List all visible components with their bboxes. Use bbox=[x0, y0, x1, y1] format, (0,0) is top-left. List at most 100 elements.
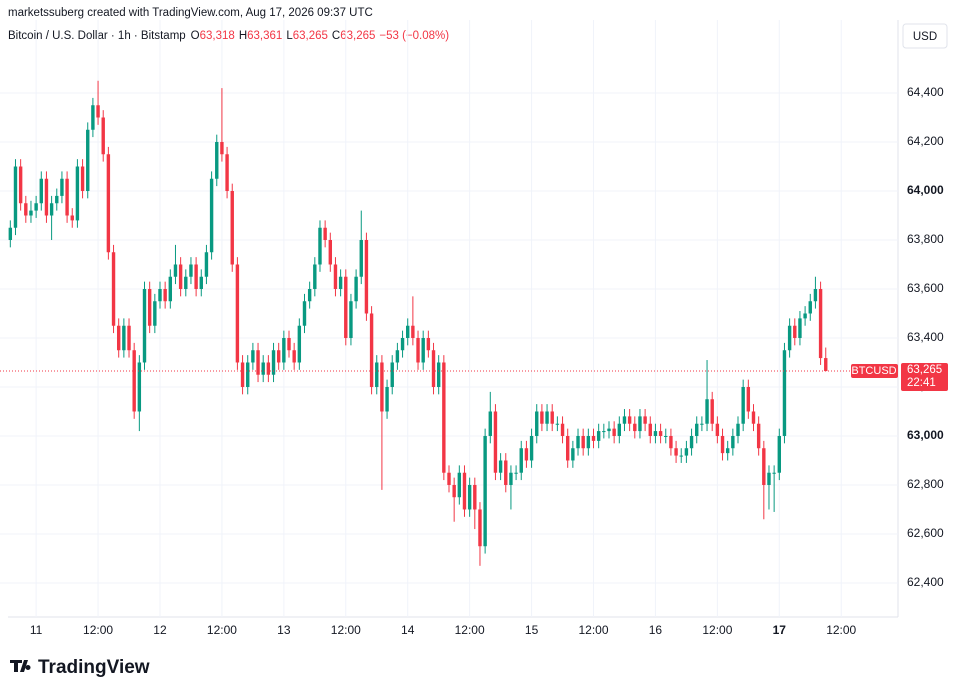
x-tick-label: 12:00 bbox=[578, 623, 608, 637]
candle-body bbox=[431, 350, 436, 387]
candle-body bbox=[209, 178, 214, 253]
candle-body bbox=[411, 325, 415, 338]
candle-body bbox=[426, 337, 431, 351]
candle-body bbox=[622, 416, 627, 424]
title-text: Bitcoin / U.S. Dollar · 1h · Bitstamp bbox=[8, 30, 186, 42]
candle-body bbox=[731, 435, 735, 449]
candle-body bbox=[710, 399, 714, 424]
candle-body bbox=[607, 428, 611, 432]
candle-body bbox=[225, 154, 229, 191]
candle-body bbox=[400, 337, 405, 351]
candle-body bbox=[266, 362, 271, 375]
x-tick-label: 12 bbox=[153, 623, 167, 637]
y-tick-label: 63,800 bbox=[907, 232, 944, 246]
candle-body bbox=[406, 325, 410, 338]
candle-body bbox=[581, 435, 585, 449]
candle-body bbox=[173, 264, 178, 277]
candle-body bbox=[467, 484, 472, 510]
candle-body bbox=[313, 264, 317, 289]
candle-body bbox=[8, 227, 13, 240]
candle-body bbox=[452, 484, 456, 498]
candle-body bbox=[824, 358, 828, 372]
candle-body bbox=[147, 288, 152, 326]
candle-body bbox=[307, 288, 312, 302]
candle-body bbox=[633, 423, 637, 432]
candle-body bbox=[442, 362, 446, 473]
candle-body bbox=[359, 239, 363, 277]
candle-body bbox=[302, 301, 307, 326]
candle-body bbox=[762, 448, 766, 485]
candle-body bbox=[137, 362, 142, 412]
candle-body bbox=[163, 288, 167, 302]
y-tick-label: 63,600 bbox=[907, 281, 944, 295]
candle-body bbox=[276, 350, 281, 363]
candle-body bbox=[705, 399, 709, 424]
candle-body bbox=[416, 337, 420, 363]
candle-body bbox=[292, 350, 296, 363]
candle-body bbox=[720, 435, 725, 454]
candle-body bbox=[18, 166, 23, 204]
candle-body bbox=[509, 472, 513, 485]
candle-body bbox=[529, 435, 534, 461]
candle-body bbox=[457, 472, 462, 498]
candle-body bbox=[679, 455, 683, 457]
candle-body bbox=[34, 203, 38, 211]
price-tag-value: 63,265 bbox=[907, 364, 942, 376]
currency-button[interactable] bbox=[902, 23, 948, 49]
x-tick-label: 11 bbox=[30, 623, 43, 637]
candle-body bbox=[390, 362, 394, 387]
candle-body bbox=[178, 264, 183, 289]
symbol-name: BTCUSD bbox=[851, 365, 896, 377]
change: −53 (−0.08%) bbox=[379, 30, 449, 42]
currency: USD bbox=[913, 31, 937, 43]
y-tick-label: 64,200 bbox=[907, 134, 944, 148]
candle-body bbox=[153, 301, 157, 326]
candle-body bbox=[55, 195, 59, 204]
footer-text: TradingView bbox=[38, 657, 150, 678]
candle-body bbox=[777, 435, 782, 473]
candle-body bbox=[787, 325, 792, 351]
candle-body bbox=[751, 411, 756, 424]
candle-body bbox=[793, 325, 797, 338]
candle-body bbox=[24, 203, 28, 216]
candle-body bbox=[106, 154, 111, 253]
candle-body bbox=[194, 264, 198, 289]
candle-body bbox=[65, 178, 69, 216]
candle-body bbox=[421, 337, 425, 363]
candle-body bbox=[230, 190, 234, 265]
ohlc-value: 63,265 bbox=[293, 30, 328, 42]
x-tick-label: 12:00 bbox=[702, 623, 732, 637]
candle-body bbox=[44, 178, 49, 216]
ohlc-key: C bbox=[332, 30, 340, 42]
candle-body bbox=[535, 411, 539, 436]
candle-body bbox=[741, 386, 745, 424]
candle-body bbox=[684, 448, 689, 456]
candle-body bbox=[344, 276, 348, 338]
candle-body bbox=[385, 386, 389, 412]
candle-body bbox=[736, 423, 740, 436]
candle-body bbox=[725, 448, 730, 454]
y-tick-label: 64,000 bbox=[907, 183, 944, 197]
candle-body bbox=[818, 288, 823, 359]
candle-body bbox=[550, 411, 554, 424]
x-tick-label: 12:00 bbox=[826, 623, 856, 637]
candle-body bbox=[39, 178, 43, 204]
candle-body bbox=[596, 431, 601, 441]
price-tag bbox=[901, 363, 948, 392]
candle-body bbox=[602, 431, 606, 433]
candle-body bbox=[571, 448, 575, 461]
candle-body bbox=[199, 276, 203, 289]
ohlc-value: 63,361 bbox=[247, 30, 282, 42]
candle-body bbox=[49, 203, 54, 216]
candle-body bbox=[240, 362, 245, 387]
footer-logo bbox=[10, 660, 31, 672]
candle-body bbox=[498, 460, 503, 473]
y-tick-label: 62,400 bbox=[907, 575, 944, 589]
candle-body bbox=[96, 105, 100, 118]
x-tick-label: 12:00 bbox=[83, 623, 113, 637]
candle-body bbox=[576, 435, 580, 449]
candle-body bbox=[215, 142, 219, 179]
candle-body bbox=[282, 337, 286, 363]
candle-body bbox=[235, 264, 240, 363]
